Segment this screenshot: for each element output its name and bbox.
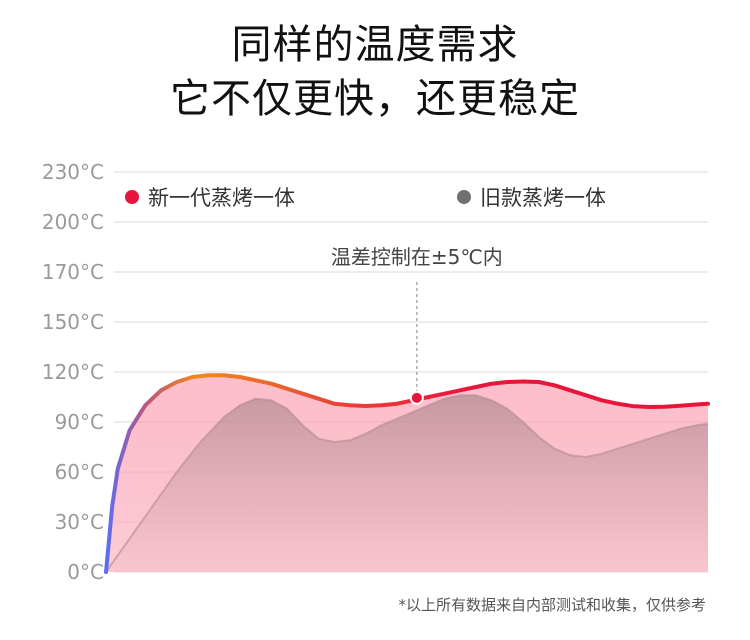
- footnote: *以上所有数据来自内部测试和收集，仅供参考: [398, 596, 706, 614]
- headline-line-1: 同样的温度需求: [231, 22, 519, 68]
- legend-marker: [125, 190, 139, 204]
- y-tick-label: 90°C: [55, 410, 104, 434]
- headline: 同样的温度需求 它不仅更快，还更稳定: [0, 18, 750, 126]
- y-tick-label: 150°C: [42, 310, 104, 334]
- legend-label: 新一代蒸烤一体: [148, 186, 295, 210]
- series-line-old: [105, 394, 709, 573]
- legend-marker: [457, 190, 471, 204]
- y-tick-label: 0°C: [67, 560, 104, 584]
- legend-label: 旧款蒸烤一体: [480, 186, 606, 210]
- annotation-label: 温差控制在±5℃内: [331, 245, 503, 269]
- y-tick-label: 30°C: [55, 510, 104, 534]
- y-tick-label: 60°C: [55, 460, 104, 484]
- series-area-old: [106, 395, 708, 572]
- headline-line-2: 它不仅更快，还更稳定: [170, 76, 580, 122]
- y-tick-label: 170°C: [42, 260, 104, 284]
- annotation-point: [409, 390, 424, 405]
- y-tick-label: 200°C: [42, 210, 104, 234]
- series-line-new: [104, 373, 710, 574]
- y-tick-label: 230°C: [42, 160, 104, 184]
- y-tick-label: 120°C: [42, 360, 104, 384]
